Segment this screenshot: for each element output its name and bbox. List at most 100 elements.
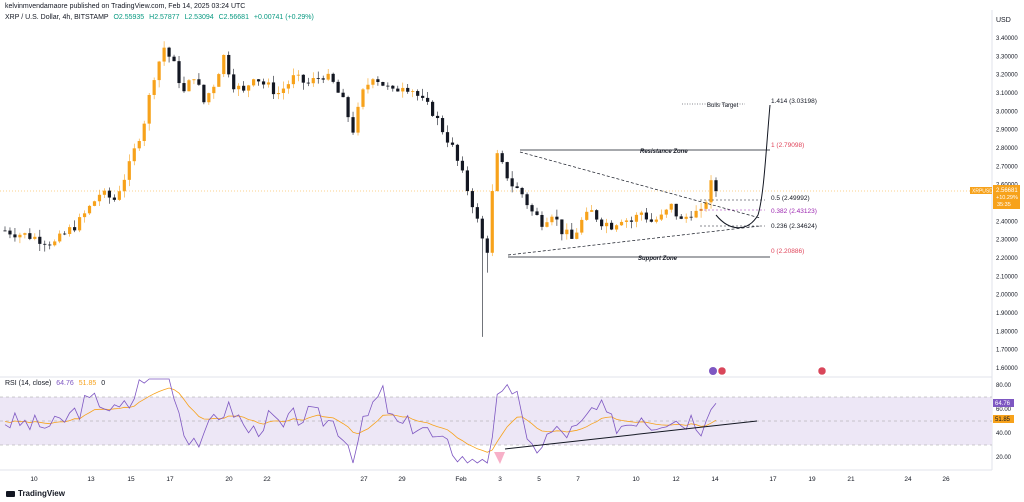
candle-body xyxy=(48,244,52,246)
candle-body xyxy=(684,216,688,219)
candle-body xyxy=(321,78,325,80)
rsi-legend: RSI (14, close) 64.76 51.85 0 xyxy=(5,380,105,387)
candle-body xyxy=(644,212,648,220)
fib-1-label: 1 (2.79098) xyxy=(771,142,804,149)
rsi-ma-value: 51.85 xyxy=(78,380,97,387)
rsi-tick-label: 40.00 xyxy=(996,431,1012,437)
candle-body xyxy=(43,243,47,245)
candle-body xyxy=(63,233,67,235)
rsi-ma-badge-value: 51.85 xyxy=(995,417,1011,423)
candle-body xyxy=(53,241,57,246)
candle-body xyxy=(167,47,171,57)
candle-body xyxy=(411,91,415,92)
candle-body xyxy=(97,194,102,202)
candle-body xyxy=(659,214,663,220)
time-tick-label: 14 xyxy=(711,476,719,483)
candle-body xyxy=(82,213,87,218)
candle-body xyxy=(381,81,385,86)
candle-body xyxy=(281,88,286,94)
fib-0236-label: 0.236 (2.34624) xyxy=(771,223,817,230)
price-tick-label: 1.60000 xyxy=(996,366,1018,372)
price-badge-time: 35:35 xyxy=(997,202,1011,208)
candle-body xyxy=(500,153,504,163)
price-tick-label: 2.80000 xyxy=(996,146,1018,152)
candle-body xyxy=(33,236,37,239)
price-badge xyxy=(993,185,1020,209)
time-axis-ticks: 10 13 15 17 20 22 27 29 Feb 3 5 7 10 12 14 17 19 21 24 26 xyxy=(30,476,950,483)
candle-body xyxy=(605,222,609,227)
candle-body xyxy=(152,80,156,95)
bulls-target-label: Bulls Target xyxy=(707,103,739,109)
brand-name: TradingView xyxy=(18,489,65,498)
candle-body xyxy=(450,142,455,145)
rsi-tick-label: 20.00 xyxy=(996,455,1012,461)
candle-body xyxy=(256,79,261,82)
time-tick-label: 3 xyxy=(498,476,502,483)
rsi-title[interactable]: RSI (14, close) xyxy=(5,380,52,387)
candle-body xyxy=(694,210,698,218)
candle-body xyxy=(560,219,564,235)
candle-body xyxy=(92,201,97,206)
candle-body xyxy=(232,74,236,90)
symbol-name[interactable]: XRP / U.S. Dollar, 4h, BITSTAMP xyxy=(5,14,109,21)
time-tick-label: 21 xyxy=(847,476,855,483)
rsi-badge xyxy=(993,399,1014,407)
price-tick-label: 3.10000 xyxy=(996,91,1018,97)
candle-body xyxy=(614,225,619,230)
price-tick-label: 3.00000 xyxy=(996,109,1018,115)
candle-body xyxy=(490,191,494,253)
candle-body xyxy=(58,233,62,242)
flag-marker-icon[interactable] xyxy=(717,366,727,376)
fib-05-label: 0.5 (2.49992) xyxy=(771,195,810,202)
candle-body xyxy=(689,216,693,218)
candle-body xyxy=(142,123,146,142)
triangle-upper-line xyxy=(519,151,761,219)
candle-body xyxy=(197,79,201,85)
candle-body xyxy=(182,83,186,92)
candle-body xyxy=(316,78,320,79)
candle-body xyxy=(480,218,484,239)
symbol-badge-text: XRPUSD xyxy=(972,189,993,195)
candle-body xyxy=(535,211,539,215)
candle-body xyxy=(242,85,246,91)
candle-body xyxy=(570,229,574,239)
candle-body xyxy=(455,144,460,161)
candle-body xyxy=(376,79,380,82)
candle-body xyxy=(470,191,474,208)
triangle-lower-line xyxy=(507,225,761,256)
candle-body xyxy=(371,79,375,85)
time-tick-label: 15 xyxy=(127,476,135,483)
price-tick-label: 2.40000 xyxy=(996,219,1018,225)
rsi-badge-value: 64.76 xyxy=(995,401,1011,407)
candle-body xyxy=(619,221,624,226)
candle-body xyxy=(77,217,82,231)
candle-body xyxy=(157,61,161,81)
time-tick-label: 24 xyxy=(904,476,912,483)
candle-body xyxy=(475,207,479,219)
candle-body xyxy=(505,162,509,179)
candle-body xyxy=(714,180,718,192)
candle-body xyxy=(172,56,176,62)
candle-body xyxy=(590,210,594,212)
rsi-other-value: 0 xyxy=(101,380,106,387)
tradingview-logo: TradingView xyxy=(6,489,65,498)
candle-body xyxy=(177,61,181,84)
candle-body xyxy=(396,88,400,92)
price-tick-label: 2.30000 xyxy=(996,238,1018,244)
time-tick-label: 17 xyxy=(769,476,777,483)
currency-label: USD xyxy=(996,17,1011,24)
event-marker-icon[interactable] xyxy=(709,367,717,375)
candle-body xyxy=(600,219,604,227)
candle-body xyxy=(426,97,430,102)
time-tick-label: 19 xyxy=(808,476,816,483)
symbol-badge xyxy=(970,187,992,194)
legend-open: O2.55935 xyxy=(113,14,145,21)
candle-body xyxy=(18,234,22,238)
candle-body xyxy=(639,212,644,215)
flag-marker-icon[interactable] xyxy=(817,366,827,376)
candle-body xyxy=(366,84,370,90)
candle-body xyxy=(654,219,658,222)
candle-body xyxy=(276,93,281,95)
candle-body xyxy=(565,229,569,235)
